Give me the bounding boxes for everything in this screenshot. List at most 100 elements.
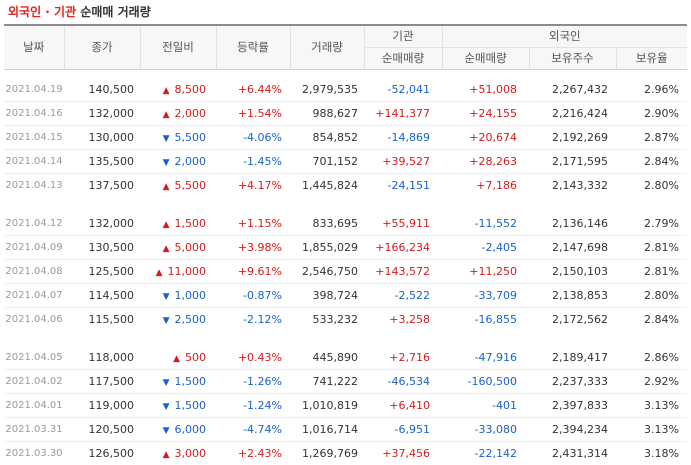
foreign-ratio-cell: 2.92%: [616, 370, 687, 394]
rate-cell: -4.74%: [216, 418, 290, 442]
close-cell: 115,500: [64, 308, 140, 332]
foreign-ratio-cell: 2.80%: [616, 174, 687, 198]
foreign-hold-cell: 2,150,103: [529, 260, 616, 284]
change-value: 2,000: [175, 107, 207, 120]
close-cell: 132,000: [64, 212, 140, 236]
inst-net-cell: -52,041: [364, 78, 442, 102]
change-cell: ▼1,000: [140, 284, 216, 308]
change-value: 8,500: [175, 83, 207, 96]
rate-cell: -1.24%: [216, 394, 290, 418]
date-cell: 2021.04.13: [4, 174, 64, 198]
change-value: 1,500: [175, 217, 207, 230]
foreign-net-cell: +7,186: [442, 174, 529, 198]
foreign-ratio-cell: 3.13%: [616, 418, 687, 442]
foreign-net-cell: -16,855: [442, 308, 529, 332]
header-rate: 등락률: [216, 25, 290, 70]
group-spacer: [4, 197, 687, 212]
volume-cell: 533,232: [290, 308, 364, 332]
foreign-hold-cell: 2,147,698: [529, 236, 616, 260]
date-cell: 2021.04.09: [4, 236, 64, 260]
foreign-net-cell: -160,500: [442, 370, 529, 394]
volume-cell: 1,855,029: [290, 236, 364, 260]
change-value: 5,500: [175, 179, 207, 192]
close-cell: 117,500: [64, 370, 140, 394]
triangle-down-icon: ▼: [163, 134, 170, 144]
change-cell: ▼2,500: [140, 308, 216, 332]
volume-cell: 701,152: [290, 150, 364, 174]
header-foreign: 외국인: [442, 25, 687, 48]
triangle-down-icon: ▼: [163, 378, 170, 388]
table-header: 날짜 종가 전일비 등락률 거래량 기관 외국인 순매매량 순매매량 보유주수 …: [4, 25, 687, 70]
triangle-up-icon: ▲: [156, 268, 163, 278]
foreign-net-cell: -47,916: [442, 346, 529, 370]
rate-cell: +6.44%: [216, 78, 290, 102]
foreign-hold-cell: 2,267,432: [529, 78, 616, 102]
close-cell: 130,500: [64, 236, 140, 260]
foreign-net-cell: +20,674: [442, 126, 529, 150]
volume-cell: 1,269,769: [290, 442, 364, 465]
date-cell: 2021.04.05: [4, 346, 64, 370]
inst-net-cell: +141,377: [364, 102, 442, 126]
inst-net-cell: +166,234: [364, 236, 442, 260]
title-volume-label: 순매매 거래량: [80, 5, 150, 19]
change-value: 11,000: [168, 265, 207, 278]
foreign-ratio-cell: 2.80%: [616, 284, 687, 308]
foreign-hold-cell: 2,138,853: [529, 284, 616, 308]
close-cell: 125,500: [64, 260, 140, 284]
change-cell: ▼ 1,500: [140, 370, 216, 394]
date-cell: 2021.04.01: [4, 394, 64, 418]
triangle-down-icon: ▼: [163, 316, 170, 326]
spacer-cell: [4, 197, 687, 212]
foreign-hold-cell: 2,171,595: [529, 150, 616, 174]
foreign-net-cell: +51,008: [442, 78, 529, 102]
inst-net-cell: -46,534: [364, 370, 442, 394]
triangle-up-icon: ▲: [163, 220, 170, 230]
triangle-down-icon: ▼: [163, 292, 170, 302]
date-cell: 2021.04.12: [4, 212, 64, 236]
change-cell: ▲3,000: [140, 442, 216, 465]
foreign-net-cell: -11,552: [442, 212, 529, 236]
rate-cell: +0.43%: [216, 346, 290, 370]
foreign-net-cell: -2,405: [442, 236, 529, 260]
volume-cell: 741,222: [290, 370, 364, 394]
group-spacer: [4, 331, 687, 346]
rate-cell: -4.06%: [216, 126, 290, 150]
date-cell: 2021.04.06: [4, 308, 64, 332]
foreign-hold-cell: 2,431,314: [529, 442, 616, 465]
volume-cell: 398,724: [290, 284, 364, 308]
volume-cell: 2,546,750: [290, 260, 364, 284]
close-cell: 119,000: [64, 394, 140, 418]
header-close: 종가: [64, 25, 140, 70]
rate-cell: +9.61%: [216, 260, 290, 284]
change-value: 500: [185, 351, 206, 364]
change-value: 1,500: [175, 399, 207, 412]
inst-net-cell: +143,572: [364, 260, 442, 284]
foreign-net-cell: -33,080: [442, 418, 529, 442]
investor-trading-table: 날짜 종가 전일비 등락률 거래량 기관 외국인 순매매량 순매매량 보유주수 …: [4, 24, 687, 465]
title-investor-label: 외국인 · 기관: [8, 5, 76, 19]
change-cell: ▼2,000: [140, 150, 216, 174]
change-cell: ▼6,000: [140, 418, 216, 442]
change-cell: ▼5,500: [140, 126, 216, 150]
foreign-ratio-cell: 2.87%: [616, 126, 687, 150]
inst-net-cell: +2,716: [364, 346, 442, 370]
change-cell: ▲ 1,500: [140, 212, 216, 236]
change-cell: ▲8,500: [140, 78, 216, 102]
foreign-ratio-cell: 2.81%: [616, 236, 687, 260]
date-cell: 2021.04.19: [4, 78, 64, 102]
volume-cell: 445,890: [290, 346, 364, 370]
volume-cell: 854,852: [290, 126, 364, 150]
change-value: 5,000: [175, 241, 207, 254]
rate-cell: +1.54%: [216, 102, 290, 126]
triangle-down-icon: ▼: [163, 158, 170, 168]
date-cell: 2021.03.31: [4, 418, 64, 442]
change-value: 1,500: [175, 375, 207, 388]
foreign-hold-cell: 2,192,269: [529, 126, 616, 150]
inst-net-cell: +55,911: [364, 212, 442, 236]
